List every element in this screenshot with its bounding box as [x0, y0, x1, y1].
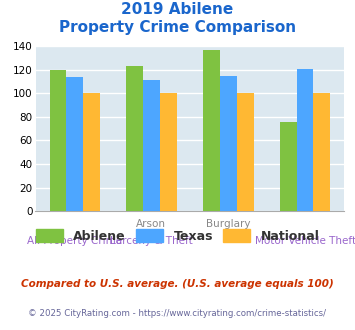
Bar	[126, 66, 143, 211]
Text: Compared to U.S. average. (U.S. average equals 100): Compared to U.S. average. (U.S. average …	[21, 279, 334, 289]
Bar	[66, 77, 83, 211]
Bar	[160, 93, 177, 211]
Bar	[280, 122, 296, 211]
Bar	[220, 76, 237, 211]
Bar	[237, 93, 253, 211]
Text: 2019 Abilene: 2019 Abilene	[121, 2, 234, 16]
Bar	[296, 69, 313, 211]
Bar	[143, 81, 160, 211]
Text: Larceny & Theft: Larceny & Theft	[110, 236, 193, 246]
Text: Property Crime Comparison: Property Crime Comparison	[59, 20, 296, 35]
Text: Arson: Arson	[136, 219, 166, 229]
Text: All Property Crime: All Property Crime	[27, 236, 122, 246]
Legend: Abilene, Texas, National: Abilene, Texas, National	[31, 224, 324, 248]
Bar	[50, 70, 66, 211]
Bar	[203, 50, 220, 211]
Bar	[83, 93, 100, 211]
Text: © 2025 CityRating.com - https://www.cityrating.com/crime-statistics/: © 2025 CityRating.com - https://www.city…	[28, 309, 327, 317]
Bar	[313, 93, 330, 211]
Text: Burglary: Burglary	[206, 219, 251, 229]
Text: Motor Vehicle Theft: Motor Vehicle Theft	[255, 236, 355, 246]
